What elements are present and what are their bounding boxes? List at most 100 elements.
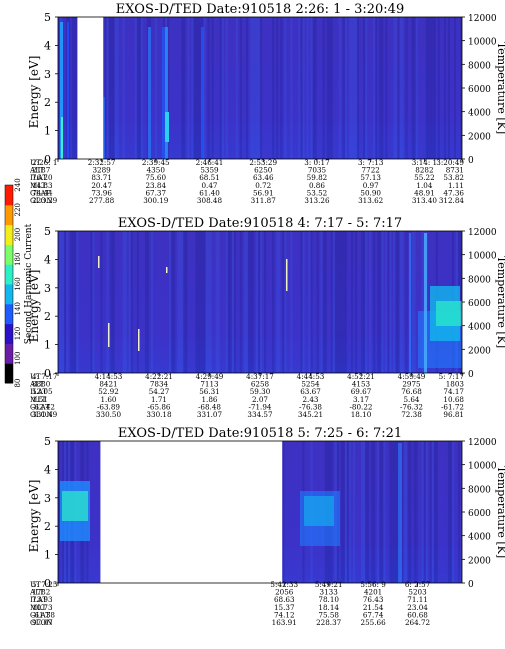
table-cell: -76.32 — [400, 402, 423, 411]
table-cell: 10.73 — [32, 603, 53, 612]
table-cell: 1.11 — [448, 181, 464, 190]
table-cell: 15.37 — [274, 603, 295, 612]
streak — [398, 443, 402, 583]
table-cell: 223.29 — [32, 196, 58, 205]
table-cell: -61.72 — [441, 402, 464, 411]
table-cell: -63.89 — [97, 402, 120, 411]
table-cell: 71.11 — [407, 595, 428, 604]
table-cell: 5254 — [301, 380, 320, 389]
colorbar-segment — [5, 363, 13, 384]
y2-tick-label: 8000 — [468, 61, 491, 71]
streak — [165, 27, 168, 159]
y2-tick-label: 8000 — [468, 485, 491, 495]
streak — [424, 233, 427, 373]
streak — [60, 22, 63, 159]
y2-axis-label: Temperature [K] — [495, 256, 505, 348]
marker — [98, 256, 100, 268]
y-tick-label: 1 — [44, 549, 51, 562]
y-tick-label: 4 — [44, 39, 51, 52]
table-cell: 18.14 — [318, 603, 339, 612]
y-tick-label: 3 — [44, 282, 51, 295]
y-axis-label: Energy [eV] — [27, 480, 41, 553]
table-cell: 59.30 — [250, 387, 271, 396]
table-cell: 2:26: 1 — [32, 158, 57, 167]
table-cell: 74.17 — [443, 387, 464, 396]
table-row-name: GLON — [30, 196, 53, 205]
table-cell: 56.91 — [253, 188, 274, 197]
table-cell: 300.19 — [143, 196, 169, 205]
marker — [166, 267, 168, 273]
table-cell: 2975 — [402, 380, 421, 389]
table-cell: 7035 — [308, 166, 327, 175]
y-tick-label: 1 — [44, 339, 51, 352]
table-cell: 1.60 — [100, 395, 116, 404]
colorbar-tick-label: 100 — [14, 352, 22, 365]
table-cell: 2.07 — [252, 395, 268, 404]
table-cell: 313.62 — [358, 196, 383, 205]
table-cell: 72.38 — [401, 410, 422, 419]
table-cell: 5.64 — [403, 395, 419, 404]
table-cell: 4:29:49 — [196, 372, 224, 381]
table-row-name: ILAT — [30, 173, 47, 182]
y2-tick-label: 10000 — [468, 38, 497, 48]
table-cell: 54.27 — [149, 387, 170, 396]
table-cell: 331.07 — [197, 410, 223, 419]
y2-tick-label: 12000 — [468, 228, 497, 238]
y-tick-label: 0 — [44, 367, 51, 380]
streak — [148, 27, 151, 159]
table-row-name: UT — [30, 372, 41, 381]
panel-1: EXOS-D/TED Date:910518 2:26: 1 - 3:20:49… — [27, 2, 505, 205]
colorbar-tick-label: 240 — [14, 178, 22, 191]
colorbar-frame — [4, 184, 14, 384]
y-tick-label: 2 — [44, 520, 51, 533]
table-cell: 56.31 — [199, 387, 220, 396]
y2-tick-label: 12000 — [468, 438, 497, 448]
colorbar-tick-label: 120 — [14, 327, 22, 340]
table-cell: 5: 7:25 — [32, 580, 58, 589]
table-cell: 75.58 — [318, 610, 339, 619]
colorbar-label: Second Harmonic Current — [24, 223, 34, 344]
table-cell: 68.63 — [274, 595, 295, 604]
table-cell: 1803 — [446, 380, 465, 389]
table-cell: 1782 — [32, 588, 50, 597]
y-tick-label: 5 — [44, 11, 51, 24]
y-axis-label: Energy [eV] — [27, 270, 41, 343]
table-cell: 308.48 — [197, 196, 223, 205]
y2-tick-label: 10000 — [468, 462, 497, 472]
y2-tick-label: 0 — [468, 156, 474, 166]
table-cell: 8731 — [446, 166, 464, 175]
colorbar: 80 100 120 140 160 180 200 220 240 Second Harmoni… — [4, 178, 34, 388]
colorbar-segment — [5, 244, 13, 265]
y-axis-label: Energy [eV] — [27, 56, 41, 129]
streak — [162, 27, 165, 159]
table-cell: 2:32:57 — [88, 158, 116, 167]
colorbar-tick-label: 80 — [14, 379, 22, 388]
y-tick-label: 3 — [44, 492, 51, 505]
table-row-name: MLT — [30, 395, 47, 404]
table-row-name: GLAT — [30, 188, 50, 197]
panel-3: EXOS-D/TED Date:910518 5: 7:25 - 6: 7:21… — [27, 426, 505, 627]
y-tick-label: 0 — [44, 577, 51, 590]
table-cell: 5359 — [200, 166, 219, 175]
y2-tick-label: 6000 — [468, 85, 491, 95]
table-cell: 97.07 — [32, 618, 53, 627]
marker — [138, 329, 140, 351]
colorbar-tick-label: 140 — [14, 302, 22, 315]
table-row-name: UT — [30, 158, 41, 167]
table-cell: 59.82 — [307, 173, 328, 182]
table-row-name: ALT — [29, 166, 44, 175]
table-cell: 331.49 — [32, 410, 58, 419]
y-tick-label: 2 — [44, 96, 51, 109]
table-cell: 3289 — [92, 166, 111, 175]
table-cell: 14.83 — [32, 181, 53, 190]
colorbar-segment — [5, 264, 13, 285]
table-cell: 5: 7:17 — [439, 372, 465, 381]
table-cell: 313.40 — [412, 196, 438, 205]
table-row-name: GLAT — [30, 610, 50, 619]
y-tick-label: 5 — [44, 435, 51, 448]
table-cell: 52.05 — [32, 387, 53, 396]
panel-title: EXOS-D/TED Date:910518 2:26: 1 - 3:20:49 — [116, 2, 404, 17]
table-cell: 69.67 — [351, 387, 372, 396]
y-tick-label: 1 — [44, 125, 51, 138]
table-row-name: ILAT — [30, 387, 47, 396]
